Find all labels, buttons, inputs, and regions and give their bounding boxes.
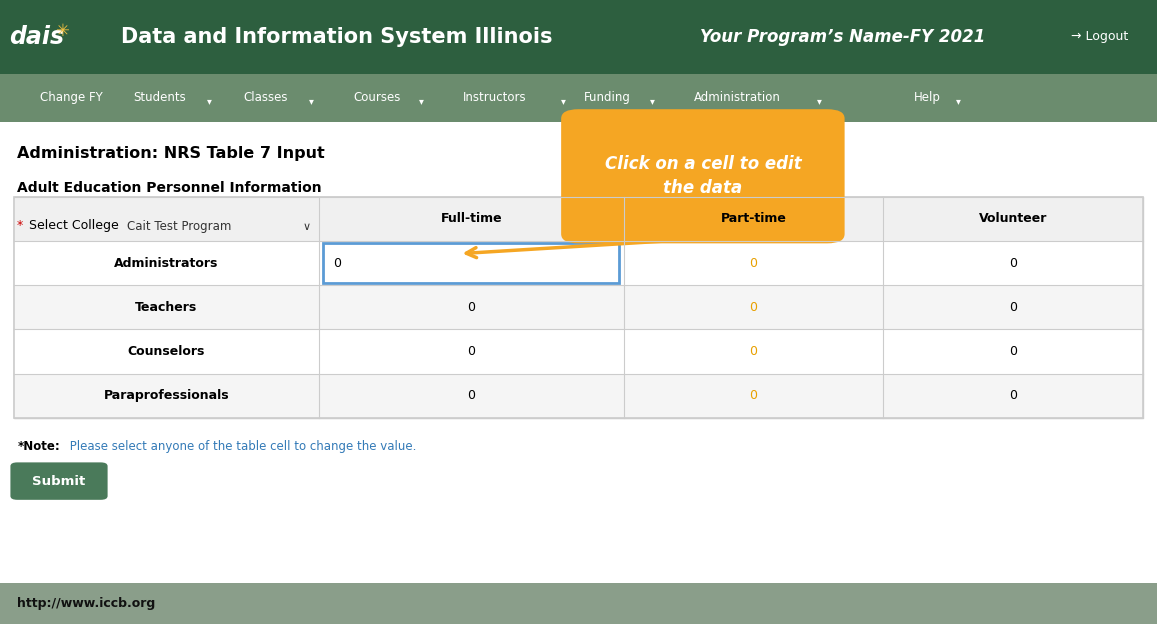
Text: Students: Students: [133, 92, 186, 104]
Text: Adult Education Personnel Information: Adult Education Personnel Information: [17, 181, 322, 195]
Text: Part-time: Part-time: [721, 212, 787, 225]
FancyBboxPatch shape: [14, 197, 1143, 241]
Text: ✳: ✳: [56, 22, 69, 39]
FancyBboxPatch shape: [0, 74, 1157, 122]
Text: Paraprofessionals: Paraprofessionals: [103, 389, 229, 402]
Text: Administration: NRS Table 7 Input: Administration: NRS Table 7 Input: [17, 146, 325, 161]
FancyBboxPatch shape: [14, 374, 1143, 418]
Text: *: *: [17, 219, 28, 232]
Text: 0: 0: [1009, 389, 1017, 402]
Text: 0: 0: [333, 256, 340, 270]
Text: 0: 0: [750, 389, 758, 402]
Text: Cait Test Program: Cait Test Program: [127, 220, 231, 233]
Text: Administration: Administration: [694, 92, 781, 104]
FancyBboxPatch shape: [14, 285, 1143, 329]
Text: Teachers: Teachers: [135, 301, 198, 314]
FancyBboxPatch shape: [0, 0, 1157, 74]
FancyBboxPatch shape: [324, 243, 619, 283]
Text: 0: 0: [1009, 345, 1017, 358]
FancyBboxPatch shape: [119, 213, 322, 240]
FancyBboxPatch shape: [14, 241, 1143, 285]
Text: → Logout: → Logout: [1071, 31, 1128, 43]
FancyBboxPatch shape: [14, 197, 1143, 418]
Text: Administrators: Administrators: [115, 256, 219, 270]
Text: ▾: ▾: [207, 96, 212, 106]
Text: Click on a cell to edit
the data: Click on a cell to edit the data: [604, 155, 802, 197]
FancyBboxPatch shape: [10, 462, 108, 500]
Text: ▾: ▾: [419, 96, 423, 106]
Text: *Note:: *Note:: [17, 440, 60, 452]
Text: Help: Help: [914, 92, 941, 104]
Text: ▾: ▾: [956, 96, 960, 106]
Text: 0: 0: [1009, 301, 1017, 314]
Text: 0: 0: [1009, 256, 1017, 270]
Text: dais: dais: [9, 25, 65, 49]
FancyBboxPatch shape: [293, 213, 322, 240]
Text: Please select anyone of the table cell to change the value.: Please select anyone of the table cell t…: [66, 440, 417, 452]
Text: ▾: ▾: [309, 96, 314, 106]
Text: Counselors: Counselors: [127, 345, 205, 358]
Text: Select College: Select College: [29, 219, 119, 232]
Text: 0: 0: [467, 301, 476, 314]
FancyBboxPatch shape: [561, 109, 845, 243]
FancyBboxPatch shape: [0, 583, 1157, 624]
FancyArrowPatch shape: [466, 240, 676, 258]
Text: Full-time: Full-time: [441, 212, 502, 225]
Text: Change FY: Change FY: [40, 92, 103, 104]
Text: 0: 0: [750, 345, 758, 358]
Text: Instructors: Instructors: [463, 92, 526, 104]
Text: 0: 0: [467, 389, 476, 402]
Text: ▾: ▾: [650, 96, 655, 106]
Text: ▾: ▾: [817, 96, 821, 106]
Text: Classes: Classes: [243, 92, 287, 104]
Text: 0: 0: [750, 301, 758, 314]
Text: ▾: ▾: [561, 96, 566, 106]
Text: Funding: Funding: [584, 92, 632, 104]
Text: Data and Information System Illinois: Data and Information System Illinois: [121, 27, 553, 47]
FancyBboxPatch shape: [14, 329, 1143, 374]
Text: http://www.iccb.org: http://www.iccb.org: [17, 597, 155, 610]
Text: Volunteer: Volunteer: [979, 212, 1047, 225]
Text: 0: 0: [467, 345, 476, 358]
Text: ∨: ∨: [302, 222, 311, 232]
Text: Your Program’s Name-FY 2021: Your Program’s Name-FY 2021: [700, 28, 986, 46]
Text: Submit: Submit: [32, 475, 86, 487]
Text: 0: 0: [750, 256, 758, 270]
Text: Courses: Courses: [353, 92, 400, 104]
